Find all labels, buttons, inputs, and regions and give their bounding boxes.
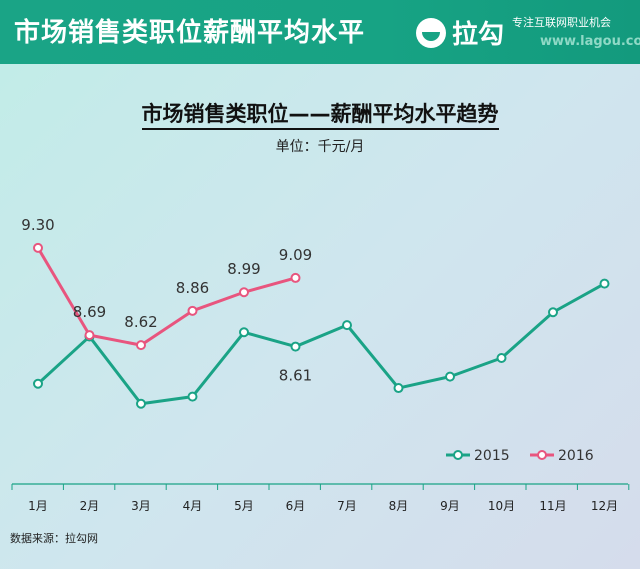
legend-marker-2015 (453, 450, 463, 460)
data-label: 8.69 (73, 303, 106, 321)
x-tick-label: 4月 (183, 499, 203, 513)
legend-label-2015: 2015 (474, 448, 510, 464)
data-label: 8.61 (279, 367, 312, 385)
slogan: 专注互联网职业机会 (512, 16, 611, 29)
series-line-2015 (36, 282, 606, 406)
chart-title: 市场销售类职位——薪酬平均水平趋势 (0, 98, 640, 130)
data-label: 8.99 (227, 260, 260, 278)
x-tick-label: 10月 (488, 499, 515, 513)
data-point-2016 (239, 287, 249, 298)
data-point-2016 (187, 305, 198, 316)
data-point-2015 (187, 391, 198, 402)
legend-marker-2016 (537, 450, 547, 460)
lagou-logo: 拉勾 (416, 14, 504, 51)
data-point-2015 (445, 371, 455, 382)
header-bar: 市场销售类职位薪酬平均水平 拉勾 专注互联网职业机会 www.lagou.com (0, 0, 640, 64)
x-tick-label: 6月 (286, 499, 306, 513)
x-tick-label: 2月 (80, 499, 100, 513)
data-point-2015 (342, 320, 352, 331)
data-point-2015 (393, 383, 404, 394)
data-point-2016 (290, 272, 301, 283)
x-tick-label: 9月 (440, 499, 460, 513)
lagou-logo-icon (416, 17, 446, 48)
data-point-2016 (84, 330, 95, 341)
x-tick-label: 7月 (337, 499, 357, 513)
data-label: 8.62 (124, 313, 157, 331)
data-label: 8.86 (176, 279, 209, 297)
data-label: 9.30 (21, 216, 54, 234)
data-label: 9.09 (279, 246, 312, 264)
x-tick-label: 11月 (539, 499, 566, 513)
data-point-2016 (136, 340, 146, 351)
data-point-2015 (599, 278, 610, 289)
x-tick-label: 8月 (389, 499, 409, 513)
data-point-2015 (496, 353, 507, 364)
header-title: 市场销售类职位薪酬平均水平 (14, 18, 366, 48)
chart-subtitle: 单位：千元/月 (275, 139, 365, 155)
logo-text: 拉勾 (452, 20, 505, 50)
data-point-2015 (136, 398, 146, 409)
x-tick-label: 5月 (234, 499, 254, 513)
data-point-2016 (33, 242, 43, 253)
data-point-2015 (33, 378, 43, 389)
x-tick-label: 1月 (28, 499, 48, 513)
x-tick-label: 12月 (591, 499, 618, 513)
site-url: www.lagou.com (540, 34, 640, 49)
x-tick-label: 3月 (131, 499, 151, 513)
data-point-2015 (290, 341, 301, 352)
data-point-2015 (548, 307, 558, 318)
data-source: 数据来源：拉勾网 (10, 532, 98, 545)
series-line-2016 (36, 247, 296, 347)
legend-label-2016: 2016 (558, 448, 594, 464)
data-point-2015 (239, 327, 249, 338)
